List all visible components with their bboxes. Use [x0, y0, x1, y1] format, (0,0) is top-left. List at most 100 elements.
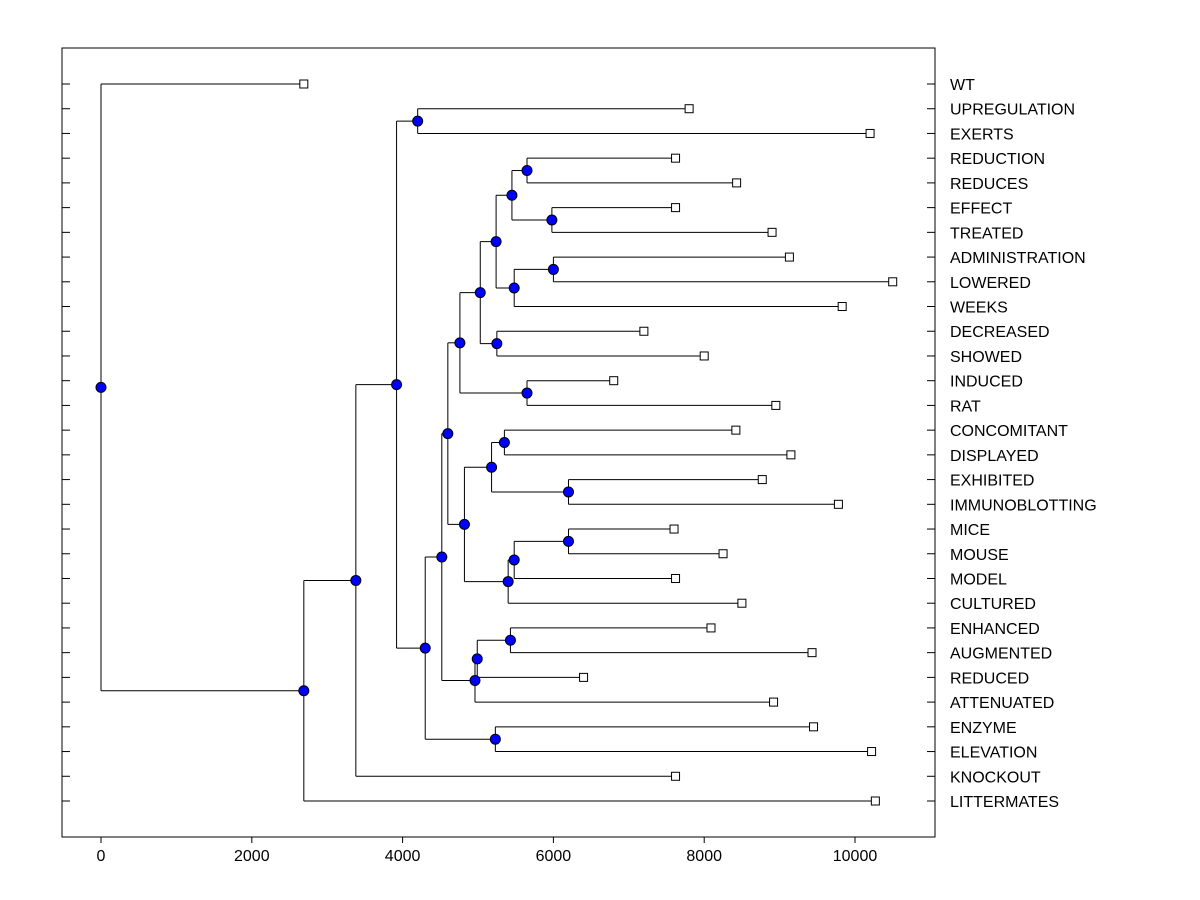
leaf-label: CULTURED: [950, 596, 1036, 613]
merge-node: [490, 236, 502, 248]
leaf-label: RAT: [950, 398, 981, 415]
merge-node: [442, 428, 454, 440]
leaf-marker: [865, 128, 875, 138]
leaf-label: MODEL: [950, 571, 1007, 588]
merge-node: [506, 189, 518, 201]
leaf-label: ATTENUATED: [950, 695, 1054, 712]
leaf-label: UPREGULATION: [950, 102, 1075, 119]
x-tick-label: 0: [97, 848, 106, 865]
merge-node: [547, 263, 559, 275]
leaf-marker: [767, 227, 777, 237]
merge-node: [95, 381, 107, 393]
leaf-label: REDUCTION: [950, 151, 1045, 168]
leaf-label: ENZYME: [950, 720, 1017, 737]
merge-node: [454, 337, 466, 349]
merge-node: [502, 576, 514, 588]
merge-node: [471, 653, 483, 665]
leaf-marker: [609, 376, 619, 386]
leaf-label: KNOCKOUT: [950, 769, 1041, 786]
leaf-marker: [671, 771, 681, 781]
leaf-label: MOUSE: [950, 547, 1009, 564]
merge-node: [458, 518, 470, 530]
leaf-label: INDUCED: [950, 374, 1023, 391]
leaf-label: REDUCED: [950, 670, 1029, 687]
leaf-marker: [769, 697, 779, 707]
leaf-marker: [809, 722, 819, 732]
merge-node: [521, 387, 533, 399]
leaf-label: EXHIBITED: [950, 473, 1034, 490]
leaf-marker: [671, 203, 681, 213]
leaf-label: WEEKS: [950, 300, 1008, 317]
x-tick-label: 2000: [234, 848, 270, 865]
leaf-marker: [870, 796, 880, 806]
merge-node: [546, 214, 558, 226]
leaf-marker: [706, 623, 716, 633]
merge-node: [350, 574, 362, 586]
merge-node: [498, 437, 510, 448]
merge-node: [521, 165, 533, 177]
leaf-marker: [299, 79, 309, 89]
y-axis-ticks: [62, 83, 935, 802]
leaf-marker: [579, 672, 589, 682]
leaf-label: SHOWED: [950, 349, 1022, 366]
leaf-label: DECREASED: [950, 324, 1050, 341]
merge-node: [436, 551, 448, 563]
leaf-marker: [784, 252, 794, 262]
leaf-label: ADMINISTRATION: [950, 250, 1086, 267]
leaf-marker: [684, 104, 694, 114]
merge-node: [474, 287, 486, 299]
merge-node: [298, 685, 310, 697]
leaf-label: ELEVATION: [950, 745, 1037, 762]
x-tick-label: 6000: [536, 848, 572, 865]
leaf-label: AUGMENTED: [950, 646, 1052, 663]
leaf-labels: WT UPREGULATION EXERTS REDUCTION REDUCES EFFE…: [950, 77, 1097, 811]
leaf-label: EFFECT: [950, 201, 1012, 218]
leaf-label: TREATED: [950, 225, 1023, 242]
dendrogram-links: [100, 83, 893, 802]
merge-node: [562, 535, 574, 547]
leaf-marker: [671, 153, 681, 163]
leaf-label: CONCOMITANT: [950, 423, 1068, 440]
leaf-marker: [639, 326, 649, 336]
merge-node: [489, 733, 501, 745]
merge-nodes: [95, 115, 574, 745]
leaf-marker: [867, 747, 877, 757]
leaf-label: EXERTS: [950, 126, 1014, 143]
leaf-marker: [731, 425, 741, 435]
merge-node: [486, 461, 498, 473]
leaf-marker: [837, 302, 847, 312]
leaf-markers: [299, 79, 898, 806]
merge-node: [504, 634, 516, 646]
leaf-marker: [786, 450, 796, 460]
merge-node: [508, 554, 520, 566]
x-tick-label: 10000: [833, 848, 878, 865]
leaf-marker: [888, 277, 898, 287]
leaf-marker: [718, 549, 728, 559]
leaf-marker: [757, 475, 767, 485]
leaf-label: IMMUNOBLOTTING: [950, 497, 1097, 514]
merge-node: [508, 282, 520, 294]
leaf-marker: [737, 598, 747, 608]
merge-node: [419, 642, 431, 654]
merge-node: [412, 115, 424, 127]
leaf-label: LITTERMATES: [950, 794, 1059, 811]
merge-node: [469, 674, 481, 686]
leaf-label: WT: [950, 77, 975, 94]
leaf-label: LOWERED: [950, 275, 1031, 292]
leaf-marker: [807, 648, 817, 658]
leaf-marker: [771, 400, 781, 410]
leaf-label: MICE: [950, 522, 990, 539]
leaf-label: REDUCES: [950, 176, 1028, 193]
leaf-marker: [699, 351, 709, 361]
leaf-marker: [671, 573, 681, 583]
x-tick-label: 8000: [686, 848, 722, 865]
x-axis: 0 2000 4000 6000 8000 10000: [97, 837, 878, 865]
x-tick-label: 4000: [385, 848, 421, 865]
leaf-marker: [732, 178, 742, 188]
leaf-marker: [833, 499, 843, 509]
plot-frame: [61, 47, 936, 838]
leaf-marker: [669, 524, 679, 534]
leaf-label: DISPLAYED: [950, 448, 1039, 465]
merge-node: [391, 379, 403, 391]
